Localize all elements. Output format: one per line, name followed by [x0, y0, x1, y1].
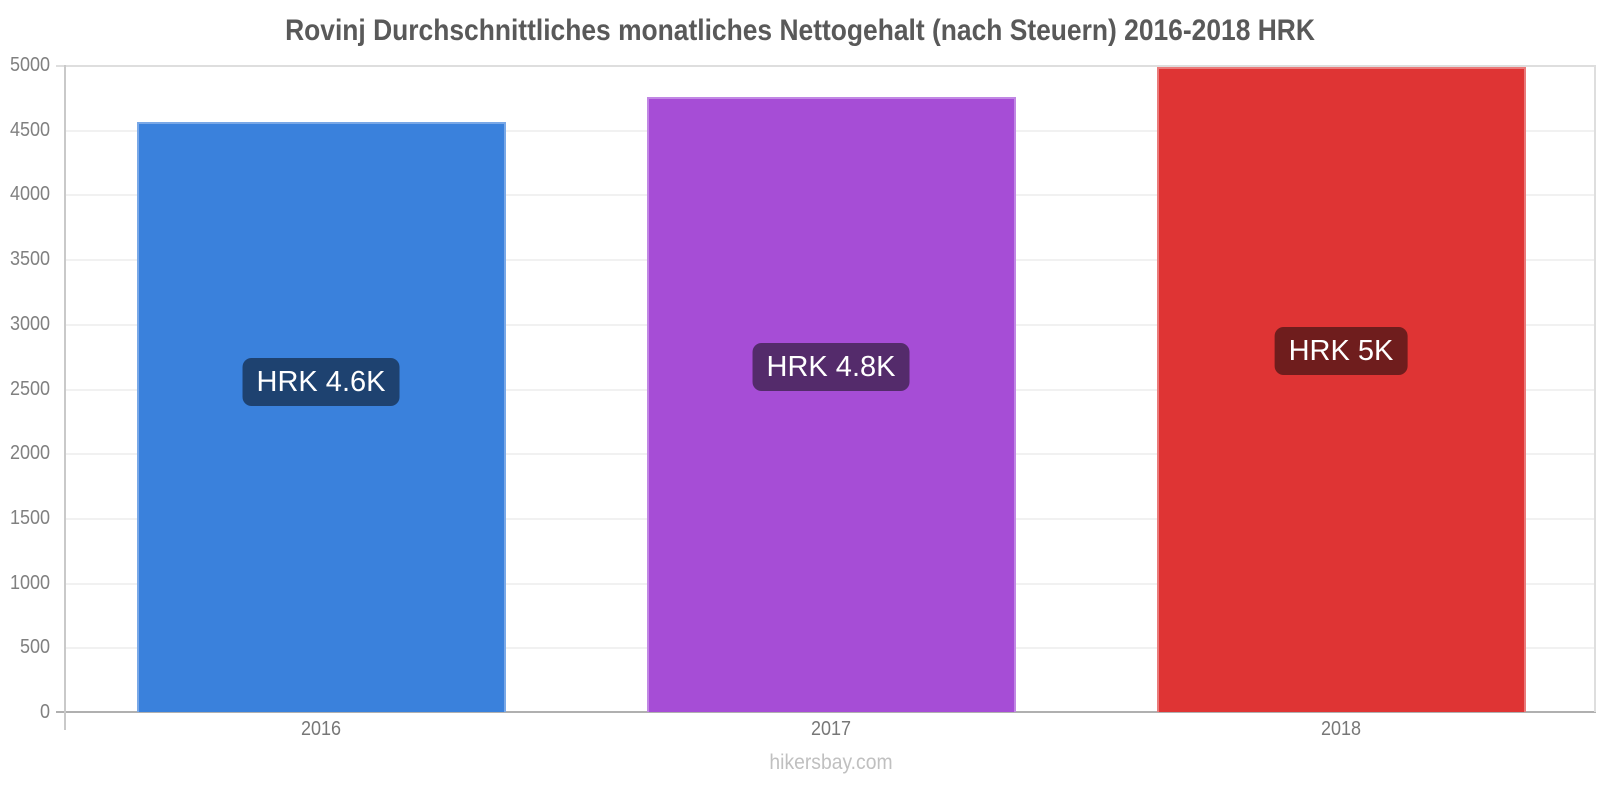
y-tick-label: 4000: [9, 183, 50, 206]
watermark: hikersbay.com: [769, 751, 893, 774]
chart-title: Rovinj Durchschnittliches monatliches Ne…: [285, 14, 1315, 47]
bar-value-label: HRK 4.8K: [752, 343, 910, 392]
y-tick-label: 3500: [9, 248, 50, 271]
x-axis: 2016 2017 2018: [66, 716, 1596, 746]
bar-2017[interactable]: [646, 96, 1016, 712]
plot-right-border: [1594, 65, 1596, 712]
plot-area: HRK 4.6K HRK 4.8K HRK 5K: [56, 65, 1596, 730]
x-tick-label-2016: 2016: [300, 718, 342, 740]
bar-2016[interactable]: [136, 121, 506, 712]
y-tick-label: 0: [39, 701, 50, 723]
y-tick-label: 3000: [9, 312, 50, 335]
y-tick-label: 2500: [9, 377, 50, 400]
x-axis-baseline: [56, 711, 1596, 713]
y-tick-label: 4500: [9, 118, 50, 141]
bar-value-label: HRK 4.6K: [242, 357, 400, 406]
y-tick-label: 500: [19, 636, 50, 659]
bar-2018[interactable]: [1156, 66, 1526, 712]
y-axis: 0 500 1000 1500 2000 2500 3000 3500 4000 4500 5000: [0, 54, 50, 723]
y-tick-label: 1500: [9, 506, 50, 529]
y-axis-line: [64, 65, 66, 730]
gridline-top: [56, 65, 1596, 67]
x-tick-label-2017: 2017: [810, 718, 852, 740]
y-tick-label: 2000: [9, 442, 50, 465]
bar-value-label: HRK 5K: [1274, 326, 1408, 375]
y-tick-label: 5000: [9, 54, 50, 76]
x-tick-label-2018: 2018: [1320, 718, 1362, 740]
y-tick-label: 1000: [9, 571, 50, 594]
